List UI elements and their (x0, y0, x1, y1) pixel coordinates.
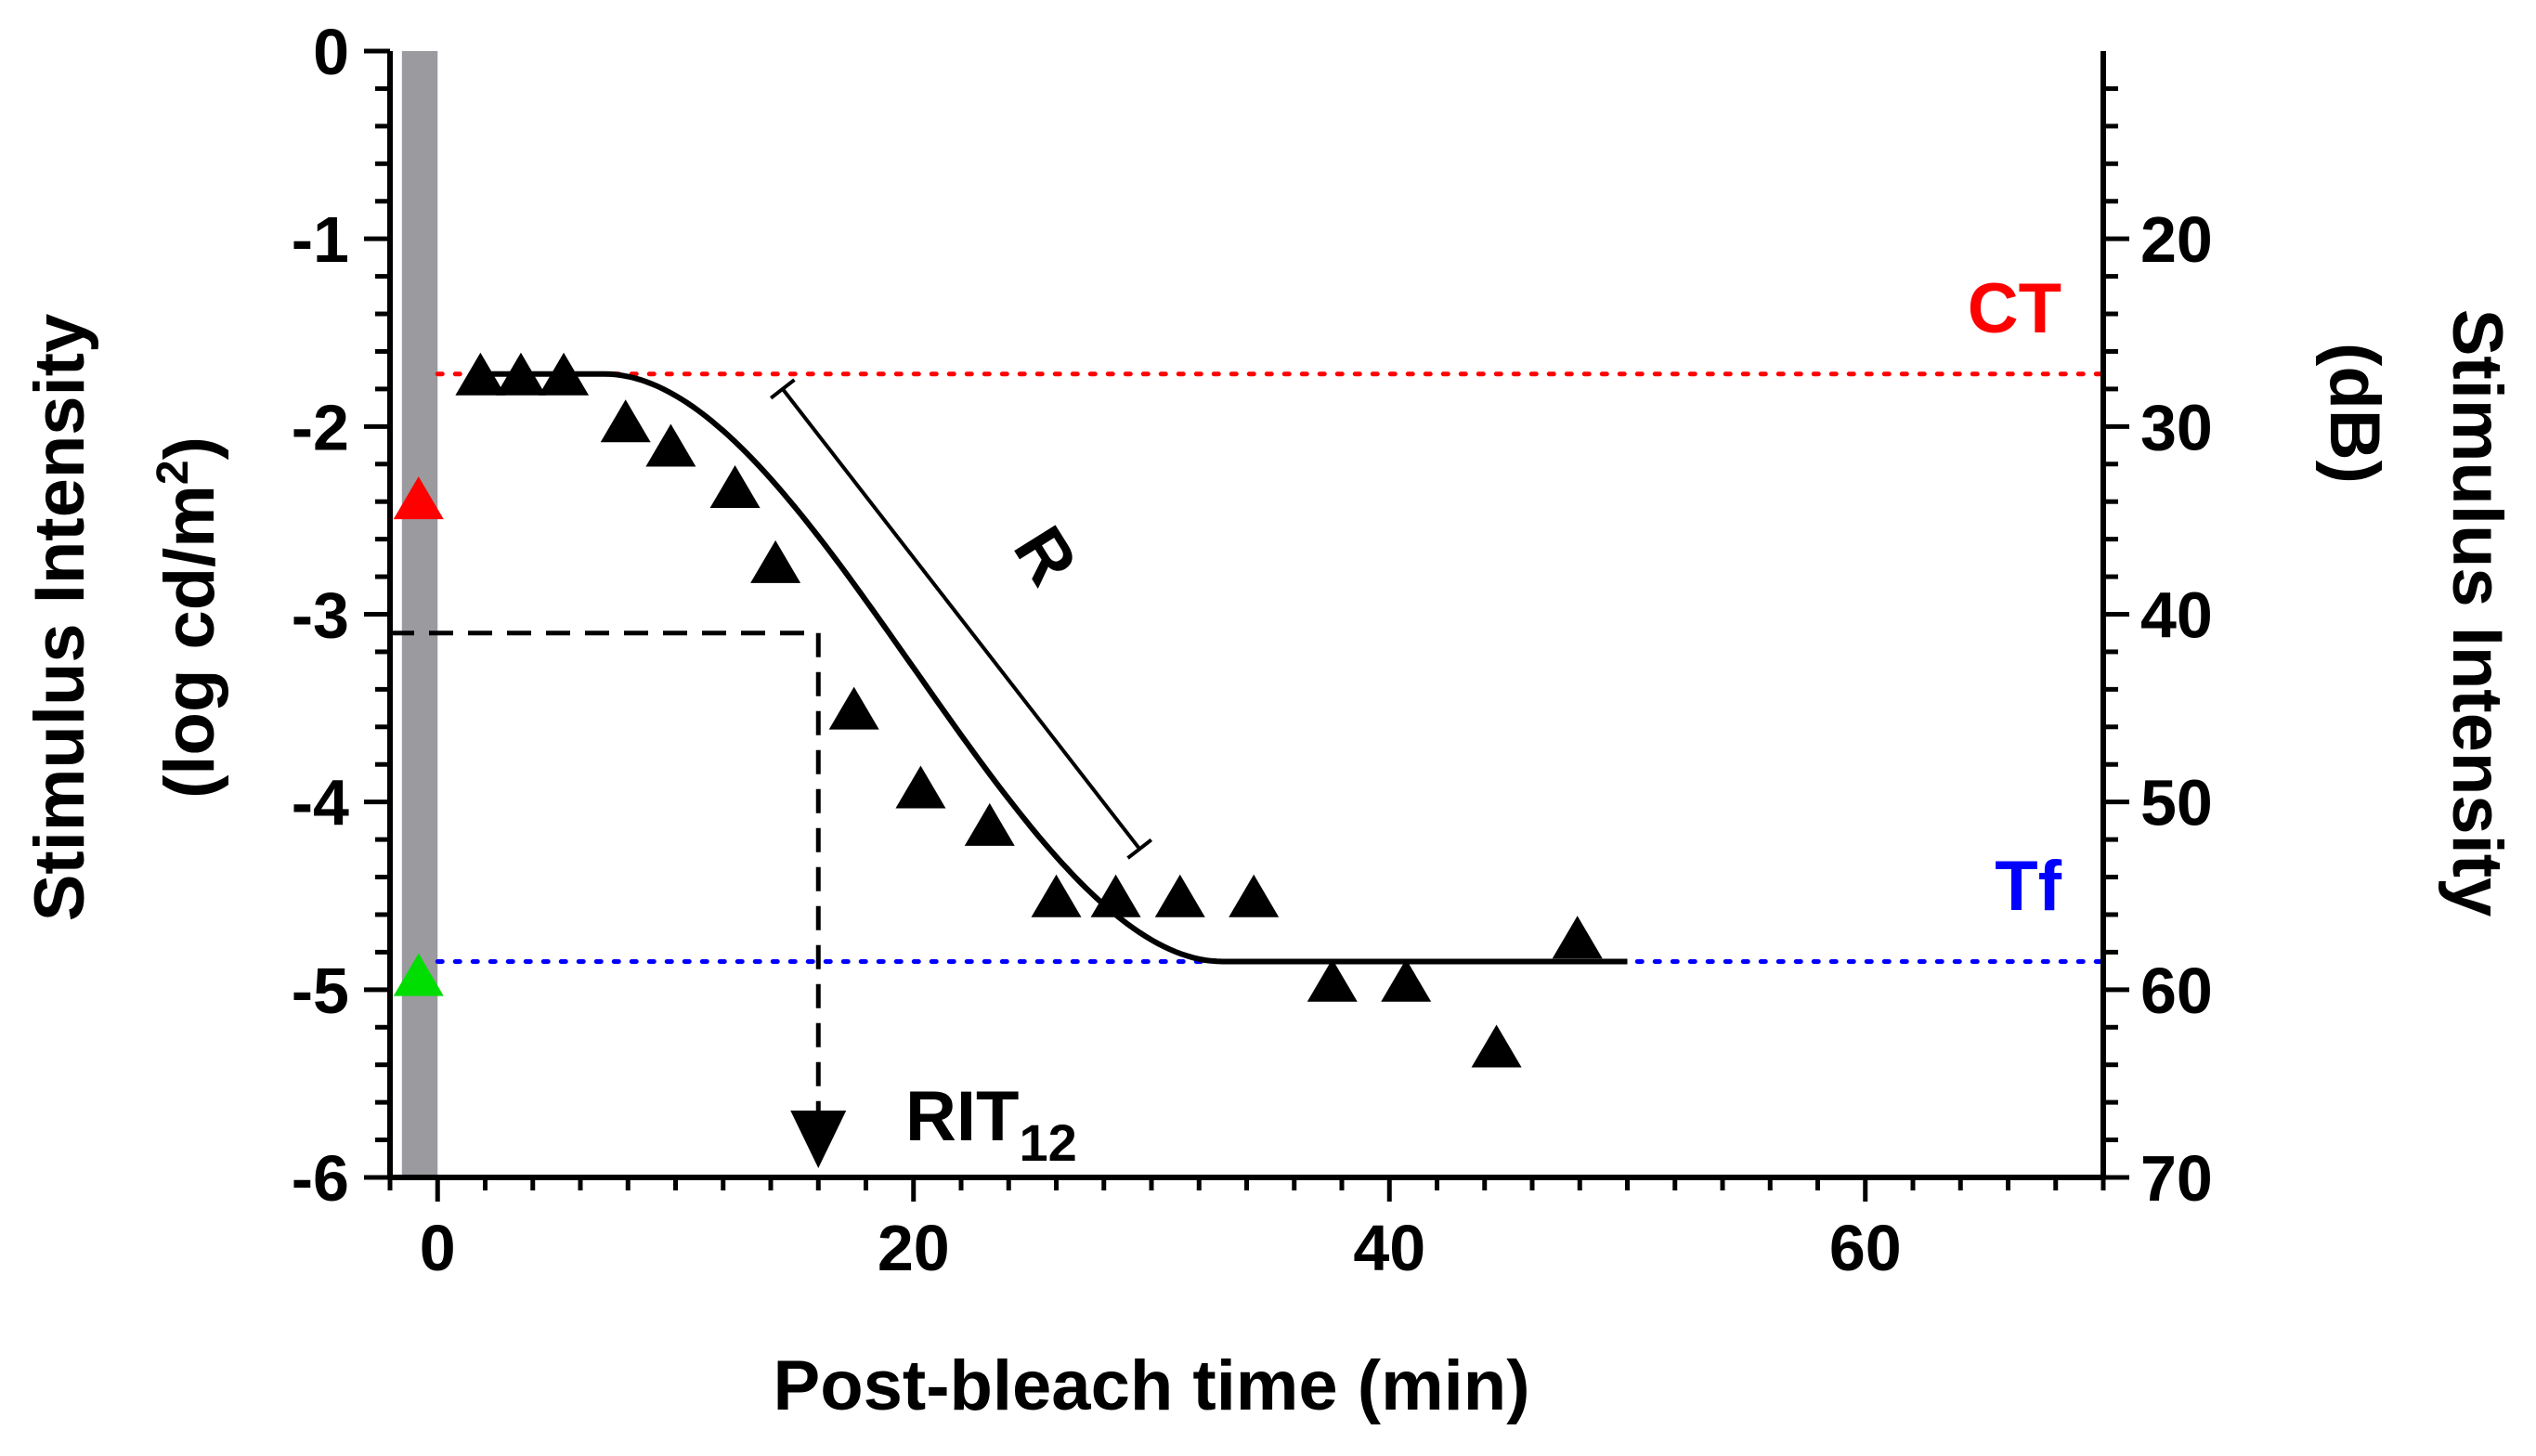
bleach-band (401, 51, 438, 1177)
slope-cap-end (1126, 838, 1153, 860)
data-point (1154, 874, 1205, 917)
svg-text:(dB): (dB) (2315, 343, 2394, 484)
y-left-tick-label: -4 (292, 767, 349, 839)
y-left-tick-label: -1 (292, 203, 349, 276)
y-right-title-line2: (dB) (2315, 343, 2394, 484)
data-point (1307, 958, 1358, 1002)
rit-label: RIT12 (905, 1077, 1077, 1172)
data-point (1031, 874, 1082, 917)
y-axis-right-title: Stimulus Intensity (dB) (2315, 309, 2516, 917)
data-point (709, 465, 761, 509)
axes (364, 48, 2129, 1202)
data-point (1090, 874, 1141, 917)
slope-cap-start (769, 378, 796, 400)
y-right-tick-label: 20 (2140, 203, 2213, 276)
x-tick-label: 40 (1353, 1212, 1425, 1284)
data-point (750, 540, 801, 583)
y-right-tick-label: 30 (2140, 391, 2213, 463)
data-point (1552, 916, 1603, 959)
rit-marker (790, 1111, 847, 1168)
data-point (645, 423, 696, 467)
y-right-title-line1: Stimulus Intensity (2438, 309, 2516, 917)
tick-labels: 0 20 40 60 0 -1 -2 -3 -4 -5 -6 20 30 40 50 60 70 (292, 16, 2213, 1284)
data-point (1381, 958, 1432, 1002)
x-tick-label: 0 (420, 1212, 456, 1284)
ct-label: CT (1968, 269, 2061, 348)
rit-label-main: RIT (905, 1077, 1019, 1156)
svg-text:Stimulus Intensity: Stimulus Intensity (2438, 309, 2516, 917)
data-points (393, 352, 1603, 1068)
data-point (828, 686, 879, 730)
x-tick-label: 60 (1829, 1212, 1902, 1284)
y-axis-left-title: Stimulus Intensity (log cd/m2) (20, 314, 229, 922)
y-left-tick-label: -3 (292, 579, 349, 652)
y-left-title-line2: (log cd/m (150, 485, 229, 799)
data-point (495, 352, 546, 396)
y-left-tick-label: -5 (292, 955, 349, 1027)
rit-label-sub: 12 (1019, 1113, 1076, 1172)
x-tick-label: 20 (878, 1212, 950, 1284)
y-right-tick-label: 60 (2140, 955, 2213, 1027)
y-right-tick-label: 40 (2140, 579, 2213, 652)
slope-label: R (998, 514, 1092, 599)
y-right-tick-label: 70 (2140, 1142, 2213, 1215)
slope-bracket (769, 378, 1153, 860)
y-left-title-close: ) (150, 436, 229, 460)
data-point (393, 476, 444, 520)
y-left-title-line1: Stimulus Intensity (20, 314, 99, 922)
rit-guides (390, 630, 847, 1168)
data-point (455, 352, 506, 396)
tf-label: Tf (1995, 847, 2061, 926)
data-point (393, 953, 444, 996)
y-left-tick-label: -6 (292, 1142, 349, 1215)
data-point (539, 352, 590, 396)
data-point (964, 802, 1015, 846)
y-left-title-superscript: 2 (149, 460, 198, 485)
y-right-tick-label: 50 (2140, 767, 2213, 839)
y-left-tick-label: -2 (292, 391, 349, 463)
svg-text:(log cd/m2): (log cd/m2) (149, 436, 229, 799)
x-axis-title: Post-bleach time (min) (774, 1346, 1530, 1425)
slope-line (781, 387, 1141, 851)
data-point (1229, 874, 1280, 917)
data-point (600, 399, 651, 443)
data-point (895, 765, 946, 809)
svg-text:Stimulus Intensity: Stimulus Intensity (20, 314, 99, 922)
fit-curve (473, 370, 1628, 965)
data-point (1471, 1024, 1522, 1068)
y-left-tick-label: 0 (313, 16, 349, 88)
